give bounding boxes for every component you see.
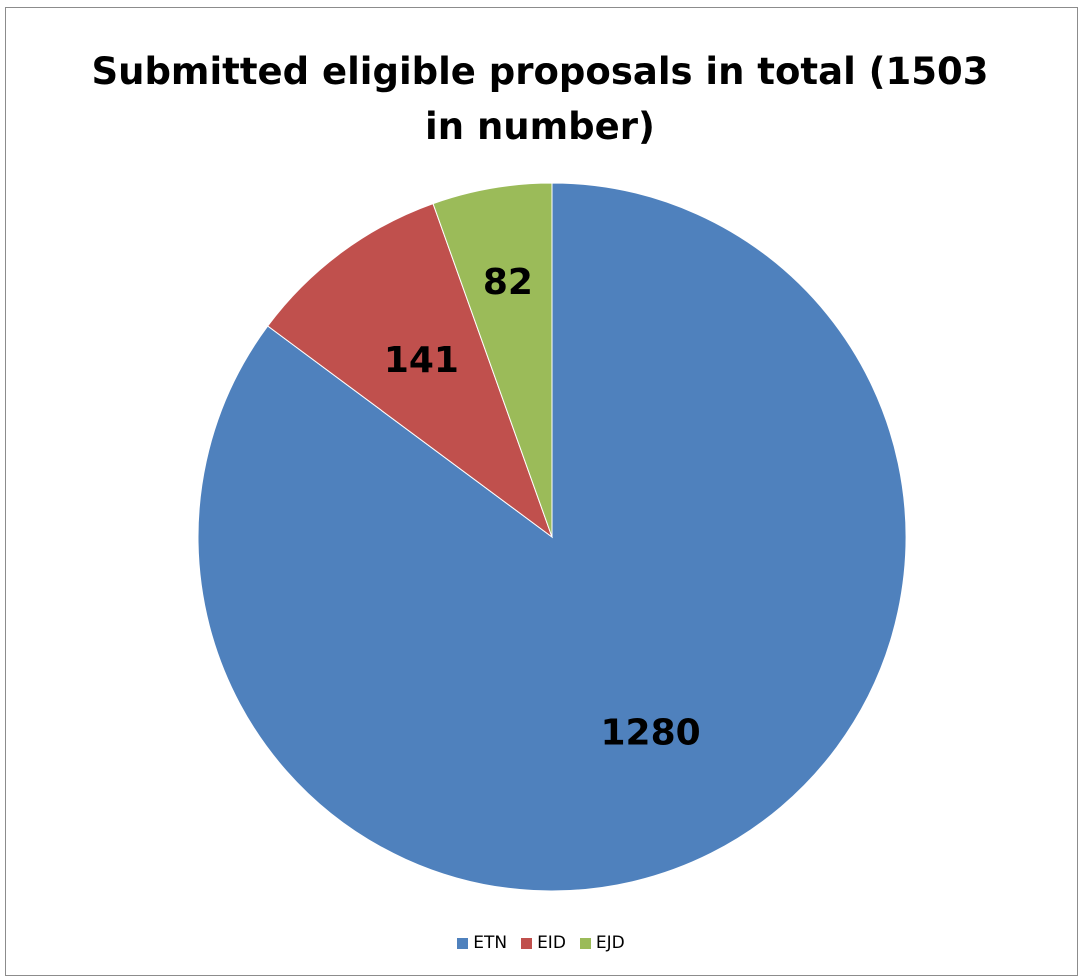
pie-slice-ejd [432,182,553,538]
legend-item-eid: EID [521,933,566,953]
legend-swatch-eid [521,937,533,949]
legend-swatch-etn [457,937,469,949]
pie-slices [197,182,907,892]
legend-label-ejd: EJD [595,933,625,953]
legend-label-etn: ETN [473,933,508,953]
chart-title: Submitted eligible proposals in total (1… [91,50,989,148]
pie-data-labels: 1280 141 82 [384,262,701,754]
legend-item-ejd: EJD [579,933,625,953]
data-label-ejd: 82 [483,262,533,303]
data-label-etn: 1280 [600,713,700,754]
pie-slice-eid [267,202,554,539]
legend-label-eid: EID [537,933,566,953]
data-label-eid: 141 [384,340,459,381]
legend-item-etn: ETN [457,933,507,953]
legend-swatch-ejd [579,937,591,949]
chart-legend: ETN EID EJD [0,930,1082,956]
